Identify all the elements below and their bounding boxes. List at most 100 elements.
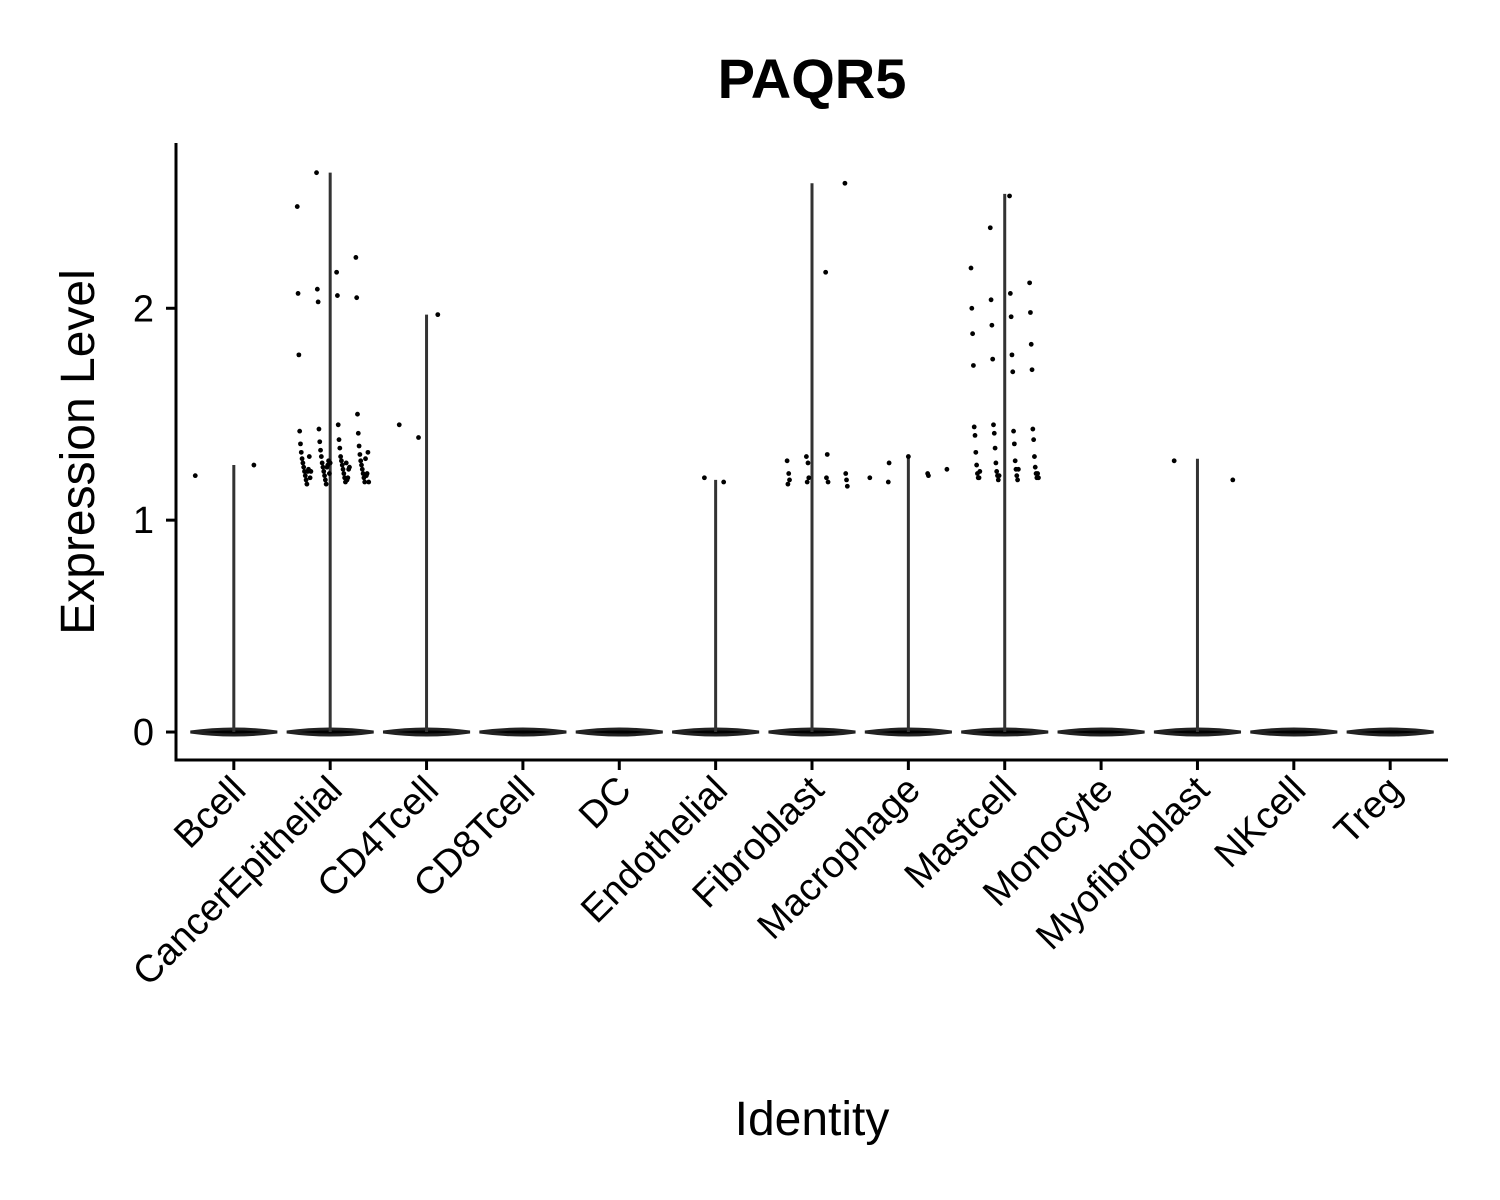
point <box>354 295 360 301</box>
violin-body <box>1346 727 1434 737</box>
point <box>971 424 977 430</box>
point <box>721 479 727 485</box>
point <box>785 481 791 487</box>
point <box>886 460 892 466</box>
point <box>805 460 811 466</box>
point <box>322 477 328 483</box>
point <box>804 479 810 485</box>
point <box>340 466 346 472</box>
point <box>968 265 974 271</box>
point <box>316 426 322 432</box>
point <box>345 475 351 481</box>
point <box>303 477 309 483</box>
point <box>867 475 873 481</box>
point <box>995 477 1001 483</box>
point <box>993 460 999 466</box>
point <box>307 475 313 481</box>
point <box>317 439 323 445</box>
point <box>988 297 994 303</box>
point <box>318 447 323 453</box>
point <box>363 456 368 462</box>
point <box>341 471 347 476</box>
point <box>314 170 319 176</box>
point <box>784 458 790 464</box>
point <box>842 180 848 186</box>
point <box>294 204 300 209</box>
point <box>970 331 976 337</box>
point <box>1015 477 1020 483</box>
point <box>335 422 341 428</box>
point <box>322 473 327 479</box>
point <box>336 437 342 443</box>
point <box>347 464 352 470</box>
point <box>359 466 365 472</box>
point <box>362 479 368 485</box>
point <box>365 449 371 455</box>
point <box>803 454 809 459</box>
point <box>991 422 996 428</box>
point <box>1007 291 1013 296</box>
point <box>339 458 344 464</box>
point <box>297 428 303 434</box>
point <box>1014 473 1020 479</box>
point <box>353 255 359 260</box>
point <box>323 481 329 487</box>
point <box>1171 458 1177 464</box>
x-axis-title: Identity <box>735 1093 890 1146</box>
point <box>996 473 1002 479</box>
point <box>327 460 333 466</box>
point <box>364 471 370 476</box>
violin-body <box>1153 727 1242 737</box>
point <box>1230 477 1236 483</box>
point <box>990 356 996 362</box>
point <box>1027 280 1033 286</box>
point <box>358 458 364 464</box>
violin-body <box>382 727 471 737</box>
point <box>905 454 911 459</box>
y-axis-title: Expression Level <box>52 269 105 635</box>
point <box>969 305 975 311</box>
point <box>824 452 830 457</box>
point <box>335 293 340 298</box>
point <box>1032 454 1037 459</box>
point <box>825 479 831 485</box>
point <box>1007 193 1012 199</box>
point <box>302 473 308 479</box>
point <box>396 422 402 428</box>
point <box>356 443 362 449</box>
point <box>786 471 792 476</box>
point <box>1035 471 1041 476</box>
point <box>435 312 441 318</box>
point <box>1009 352 1015 358</box>
point <box>1011 428 1016 434</box>
point <box>337 445 343 451</box>
point <box>1012 458 1018 464</box>
point <box>973 449 979 455</box>
violin-body <box>190 727 278 737</box>
point <box>299 456 305 462</box>
point <box>1036 475 1041 481</box>
point <box>251 462 257 468</box>
point <box>976 475 982 481</box>
y-tick-label: 1 <box>133 500 154 542</box>
point <box>885 479 891 485</box>
point <box>1010 369 1016 375</box>
point <box>987 225 993 231</box>
violin-body <box>575 727 663 737</box>
point <box>318 454 324 459</box>
violin-body <box>479 727 567 737</box>
point <box>326 471 332 476</box>
point <box>972 432 978 438</box>
point <box>977 469 983 474</box>
point <box>306 454 312 459</box>
violin-body <box>768 727 856 737</box>
point <box>944 466 950 472</box>
point <box>1028 341 1034 347</box>
point <box>359 462 364 468</box>
point <box>366 479 372 485</box>
point <box>926 473 931 479</box>
point <box>787 477 792 483</box>
point <box>974 462 980 468</box>
